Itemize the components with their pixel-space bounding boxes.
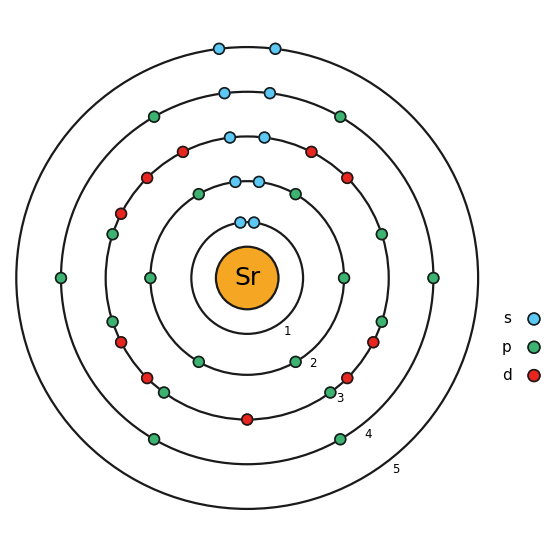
Circle shape [306,147,317,157]
Circle shape [193,356,204,367]
Circle shape [107,229,118,240]
Circle shape [342,172,353,183]
Text: 3: 3 [337,393,344,405]
Circle shape [116,208,126,219]
Text: s: s [504,311,512,326]
Circle shape [338,272,350,284]
Circle shape [242,414,253,425]
Circle shape [249,217,259,228]
Text: 2: 2 [309,358,317,370]
Circle shape [259,132,270,143]
Circle shape [325,387,336,398]
Circle shape [116,337,126,348]
Text: Sr: Sr [234,266,260,290]
Circle shape [142,172,152,183]
Circle shape [158,387,170,398]
Circle shape [178,147,188,157]
Circle shape [148,111,160,122]
Circle shape [335,111,346,122]
Text: 5: 5 [392,463,399,476]
Circle shape [290,189,301,200]
Circle shape [254,176,264,187]
Circle shape [377,316,387,327]
Circle shape [528,313,540,325]
Circle shape [270,43,281,54]
Circle shape [230,176,241,187]
Circle shape [235,217,246,228]
Text: 4: 4 [364,428,372,441]
Circle shape [145,272,156,284]
Circle shape [216,247,279,309]
Circle shape [265,88,275,98]
Circle shape [342,373,353,384]
Circle shape [148,434,160,445]
Circle shape [107,316,118,327]
Circle shape [290,356,301,367]
Circle shape [528,341,540,353]
Text: d: d [502,368,512,383]
Circle shape [219,88,230,98]
Circle shape [428,272,439,284]
Circle shape [377,229,387,240]
Circle shape [55,272,66,284]
Text: p: p [502,340,512,355]
Circle shape [214,43,224,54]
Circle shape [368,337,379,348]
Circle shape [224,132,235,143]
Text: 1: 1 [284,325,291,338]
Circle shape [335,434,346,445]
Circle shape [193,189,204,200]
Circle shape [528,370,540,381]
Circle shape [142,373,152,384]
